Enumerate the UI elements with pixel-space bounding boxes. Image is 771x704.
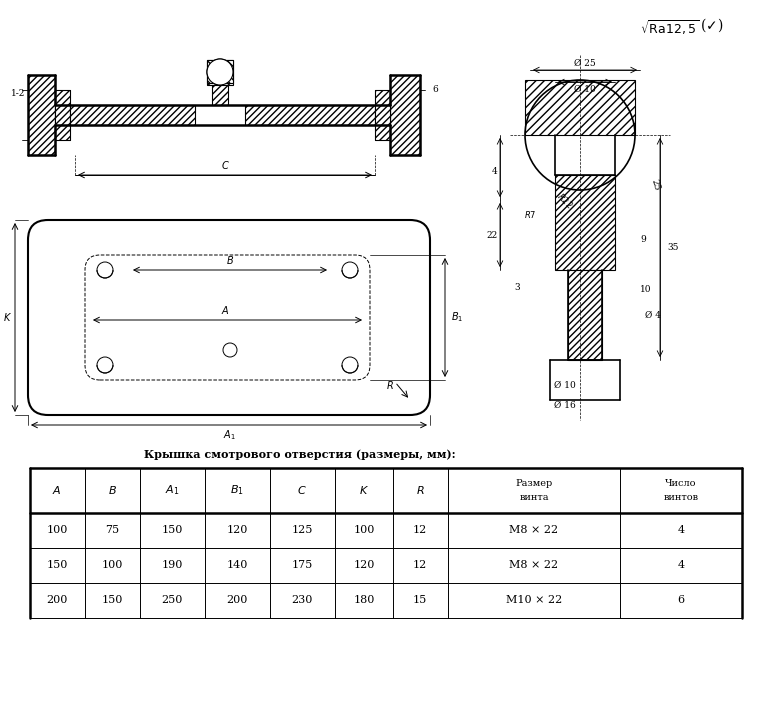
Text: 175: 175 <box>291 560 312 570</box>
Text: винтов: винтов <box>664 493 699 501</box>
Text: 120: 120 <box>353 560 375 570</box>
Text: 6: 6 <box>432 85 438 94</box>
Text: $R$: $R$ <box>386 379 394 391</box>
Text: Ø 10: Ø 10 <box>554 380 576 389</box>
Text: 15: 15 <box>413 595 427 605</box>
Text: 150: 150 <box>101 595 123 605</box>
Text: $A_1$: $A_1$ <box>165 483 179 497</box>
Text: 25: 25 <box>650 178 662 191</box>
Text: 180: 180 <box>353 595 375 605</box>
Polygon shape <box>70 105 195 125</box>
Text: Ø 4: Ø 4 <box>645 310 661 320</box>
Text: 12: 12 <box>413 525 427 535</box>
Text: 3: 3 <box>514 282 520 291</box>
Text: $R$: $R$ <box>416 484 424 496</box>
Text: 200: 200 <box>46 595 68 605</box>
Text: 6: 6 <box>678 595 685 605</box>
Text: 125: 125 <box>291 525 313 535</box>
Polygon shape <box>28 75 55 155</box>
Text: 120: 120 <box>227 525 247 535</box>
Text: Размер: Размер <box>515 479 553 487</box>
Text: 150: 150 <box>46 560 68 570</box>
Text: 100: 100 <box>353 525 375 535</box>
Polygon shape <box>245 105 375 125</box>
Polygon shape <box>555 175 615 270</box>
Text: $B_1$: $B_1$ <box>230 483 244 497</box>
Polygon shape <box>207 60 233 85</box>
Polygon shape <box>212 85 228 105</box>
Text: $K$: $K$ <box>4 311 12 323</box>
Text: М10 × 22: М10 × 22 <box>506 595 562 605</box>
Text: $C$: $C$ <box>221 159 230 171</box>
Polygon shape <box>55 90 70 140</box>
Text: Крышка смотрового отверстия (размеры, мм):: Крышка смотрового отверстия (размеры, мм… <box>144 449 456 460</box>
Circle shape <box>207 59 233 85</box>
Text: Число: Число <box>665 479 697 487</box>
Text: $A_1$: $A_1$ <box>223 428 235 442</box>
Text: 4: 4 <box>678 525 685 535</box>
Text: 9: 9 <box>640 236 646 244</box>
Text: 100: 100 <box>46 525 68 535</box>
Text: М8 × 22: М8 × 22 <box>510 560 558 570</box>
Text: $A$: $A$ <box>52 484 62 496</box>
Text: 10: 10 <box>640 286 651 294</box>
Text: $R7$: $R7$ <box>524 210 536 220</box>
Polygon shape <box>207 60 233 83</box>
Text: ($\checkmark$): ($\checkmark$) <box>700 16 723 34</box>
Text: Ø 10: Ø 10 <box>574 84 596 94</box>
Polygon shape <box>375 90 390 140</box>
Text: 250: 250 <box>161 595 183 605</box>
Polygon shape <box>525 80 635 135</box>
Text: $R22$: $R22$ <box>555 190 575 210</box>
Text: 4: 4 <box>492 168 498 177</box>
Polygon shape <box>390 75 420 155</box>
Text: 100: 100 <box>101 560 123 570</box>
Text: Ø 16: Ø 16 <box>554 401 576 410</box>
Text: $B$: $B$ <box>226 254 234 266</box>
Text: 75: 75 <box>105 525 119 535</box>
Text: 1-2: 1-2 <box>11 89 25 97</box>
Text: 190: 190 <box>161 560 183 570</box>
Text: 4: 4 <box>678 560 685 570</box>
Polygon shape <box>375 105 390 125</box>
Text: 12: 12 <box>413 560 427 570</box>
Text: $K$: $K$ <box>359 484 369 496</box>
Text: Ø 25: Ø 25 <box>574 58 596 68</box>
Text: $C$: $C$ <box>297 484 307 496</box>
Polygon shape <box>55 105 70 125</box>
FancyBboxPatch shape <box>28 220 430 415</box>
Text: $B$: $B$ <box>107 484 116 496</box>
Text: 150: 150 <box>161 525 183 535</box>
Text: $\sqrt{\mathrm{Ra12,5}}$: $\sqrt{\mathrm{Ra12,5}}$ <box>640 18 699 37</box>
Text: 22: 22 <box>487 230 498 239</box>
Text: винта: винта <box>519 493 549 501</box>
Text: $A$: $A$ <box>221 304 229 316</box>
Text: 230: 230 <box>291 595 313 605</box>
Text: 200: 200 <box>227 595 247 605</box>
Polygon shape <box>568 270 602 360</box>
Text: $B_1$: $B_1$ <box>451 310 463 324</box>
Text: 140: 140 <box>227 560 247 570</box>
FancyBboxPatch shape <box>85 255 370 380</box>
Text: 35: 35 <box>667 244 678 253</box>
Text: М8 × 22: М8 × 22 <box>510 525 558 535</box>
